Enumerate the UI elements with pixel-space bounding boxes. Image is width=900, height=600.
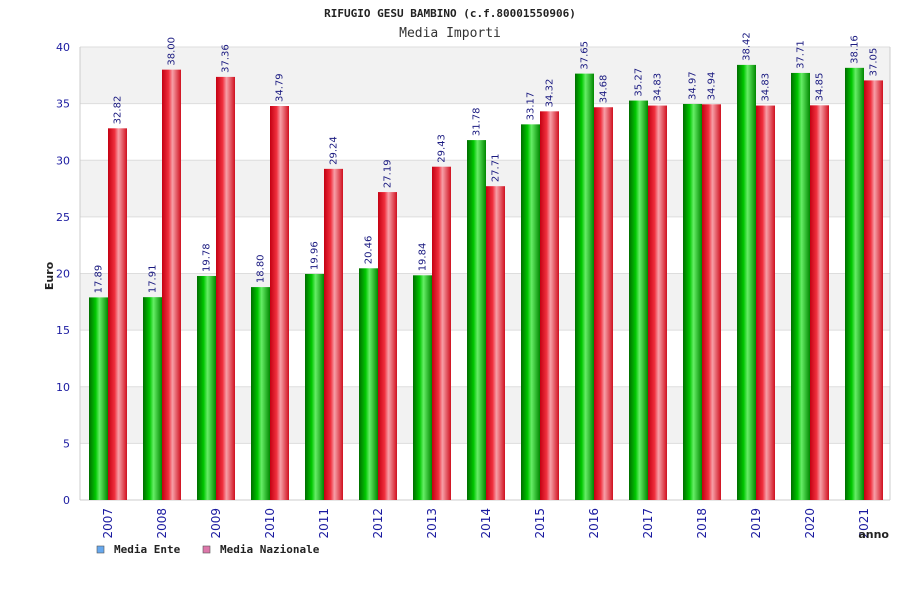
- bar-media-nazionale-2014: [486, 186, 505, 500]
- data-label: 27.19: [383, 159, 394, 188]
- data-label: 20.46: [364, 236, 375, 265]
- data-label: 37.65: [580, 41, 591, 70]
- bar-media-nazionale-2011: [324, 168, 343, 500]
- data-label: 37.71: [796, 40, 807, 69]
- data-label: 34.68: [599, 75, 610, 104]
- legend-label-media-ente: Media Ente: [114, 543, 181, 556]
- data-labels: 17.89 17.91 19.78 18.80 19.96 20.46 19.84 31.78…: [94, 32, 880, 293]
- data-label: 35.27: [634, 68, 645, 97]
- data-label: 33.17: [526, 92, 537, 121]
- bar-media-nazionale-2021: [864, 80, 883, 500]
- x-tick-label: 2017: [641, 508, 655, 539]
- data-label: 29.43: [437, 134, 448, 163]
- data-label: 29.24: [329, 136, 340, 165]
- data-label: 37.05: [869, 48, 880, 77]
- bar-media-nazionale-2015: [540, 111, 559, 501]
- data-label: 31.78: [472, 107, 483, 136]
- bar-media-nazionale-2016: [594, 107, 613, 501]
- data-label: 34.32: [545, 79, 556, 108]
- x-tick-label: 2016: [587, 508, 601, 539]
- x-tick-label: 2008: [155, 508, 169, 539]
- bar-media-ente-2014: [467, 140, 486, 501]
- bar-media-nazionale-2007: [108, 128, 127, 500]
- x-axis-label: anno: [858, 528, 889, 541]
- y-axis-ticks: 0 5 10 15 20 25 30 35 40: [56, 41, 70, 507]
- bar-media-nazionale-2019: [756, 105, 775, 501]
- x-tick-label: 2012: [371, 508, 385, 539]
- bar-media-ente-2013: [413, 275, 432, 500]
- data-label: 34.94: [707, 72, 718, 101]
- x-tick-label: 2018: [695, 508, 709, 539]
- bar-media-ente-2019: [737, 64, 756, 501]
- y-tick-label: 20: [56, 268, 70, 281]
- y-tick-label: 25: [56, 211, 70, 224]
- data-label: 38.42: [742, 32, 753, 61]
- bar-media-ente-2008: [143, 297, 162, 500]
- x-axis-ticks: 2007 2008 2009 2010 2011 2012 2013 2014 2015 2016…: [101, 508, 871, 539]
- bar-media-nazionale-2008: [162, 69, 181, 501]
- bar-media-nazionale-2010: [270, 106, 289, 501]
- bar-media-ente-2018: [683, 103, 702, 500]
- legend-label-media-nazionale: Media Nazionale: [220, 543, 320, 556]
- legend-swatch-media-nazionale: [202, 545, 211, 554]
- bar-media-ente-2009: [197, 275, 216, 500]
- bar-media-nazionale-2009: [216, 76, 235, 500]
- legend: Media Ente Media Nazionale: [96, 543, 320, 556]
- x-tick-label: 2021: [857, 508, 871, 539]
- y-tick-label: 10: [56, 381, 70, 394]
- y-tick-label: 5: [63, 437, 70, 450]
- data-label: 19.78: [202, 243, 213, 272]
- y-tick-label: 40: [56, 41, 70, 54]
- bar-media-nazionale-2013: [432, 166, 451, 500]
- bar-media-ente-2007: [89, 297, 108, 500]
- bar-media-ente-2012: [359, 268, 378, 500]
- bar-media-ente-2017: [629, 100, 648, 500]
- data-label: 19.96: [310, 241, 321, 270]
- data-label: 34.83: [653, 73, 664, 102]
- bars: [89, 64, 883, 501]
- data-label: 37.36: [221, 44, 232, 73]
- bar-media-nazionale-2020: [810, 105, 829, 500]
- bar-media-ente-2021: [845, 67, 864, 500]
- x-tick-label: 2007: [101, 508, 115, 539]
- x-tick-label: 2009: [209, 508, 223, 539]
- y-tick-label: 15: [56, 324, 70, 337]
- legend-swatch-media-ente: [96, 545, 105, 554]
- x-tick-label: 2010: [263, 508, 277, 539]
- bar-media-ente-2011: [305, 273, 324, 500]
- chart-title: RIFUGIO GESU BAMBINO (c.f.80001550906): [324, 7, 576, 20]
- data-label: 34.79: [275, 73, 286, 102]
- y-tick-label: 0: [63, 494, 70, 507]
- data-label: 32.82: [113, 96, 124, 125]
- x-tick-label: 2011: [317, 508, 331, 539]
- data-label: 17.91: [148, 265, 159, 294]
- bar-media-nazionale-2017: [648, 105, 667, 501]
- data-label: 27.71: [491, 154, 502, 183]
- bar-media-ente-2016: [575, 73, 594, 501]
- y-tick-label: 30: [56, 154, 70, 167]
- bar-media-nazionale-2018: [702, 104, 721, 500]
- data-label: 34.85: [815, 73, 826, 102]
- data-label: 34.83: [761, 73, 772, 102]
- bar-media-ente-2010: [251, 287, 270, 500]
- data-label: 18.80: [256, 254, 267, 283]
- x-tick-label: 2014: [479, 508, 493, 539]
- data-label: 38.16: [850, 35, 861, 64]
- bar-media-ente-2020: [791, 72, 810, 500]
- data-label: 17.89: [94, 265, 105, 294]
- data-label: 38.00: [167, 37, 178, 66]
- chart-subtitle: Media Importi: [399, 26, 501, 41]
- y-tick-label: 35: [56, 98, 70, 111]
- data-label: 34.97: [688, 71, 699, 100]
- x-tick-label: 2013: [425, 508, 439, 539]
- x-tick-label: 2019: [749, 508, 763, 539]
- x-tick-label: 2015: [533, 508, 547, 539]
- x-tick-label: 2020: [803, 508, 817, 539]
- bar-media-nazionale-2012: [378, 192, 397, 501]
- data-label: 19.84: [418, 243, 429, 272]
- bar-media-ente-2015: [521, 124, 540, 501]
- y-axis-label: Euro: [43, 261, 56, 290]
